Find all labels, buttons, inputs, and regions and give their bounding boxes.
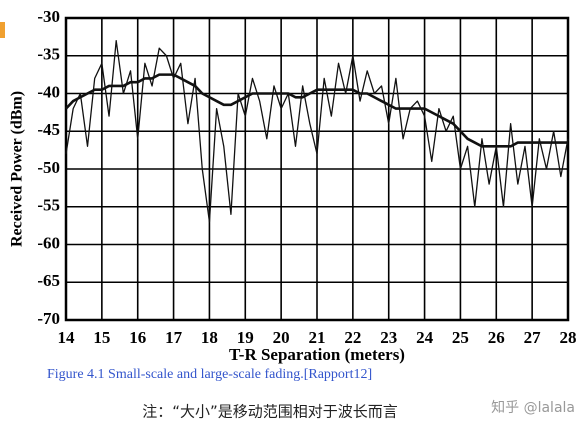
x-tick-label: 22 [344, 328, 361, 347]
x-tick-label: 25 [452, 328, 469, 347]
y-tick-label: -30 [37, 7, 60, 26]
x-tick-label: 16 [129, 328, 146, 347]
caption: Figure 4.1 Small-scale and large-scale f… [47, 367, 372, 382]
y-tick-label: -55 [37, 196, 60, 215]
x-tick-label: 18 [201, 328, 218, 347]
x-tick-label: 21 [309, 328, 326, 347]
y-tick-label: -40 [37, 82, 60, 101]
x-tick-label: 19 [237, 328, 254, 347]
x-tick-label: 26 [488, 328, 505, 347]
y-tick-label: -35 [37, 45, 60, 64]
x-axis-label: T-R Separation (meters) [229, 345, 405, 364]
data-line [65, 73, 568, 148]
y-axis-label: Received Power (dBm) [9, 91, 26, 247]
x-tick-label: 28 [560, 328, 577, 347]
x-tick-label: 20 [273, 328, 290, 347]
decoration [0, 22, 5, 38]
watermark: 知乎 @lalala [491, 399, 575, 416]
x-tick-label: 24 [416, 328, 434, 347]
y-tick-label: -50 [37, 158, 60, 177]
y-tick-label: -60 [37, 233, 60, 252]
note: 注：“大小”是移动范围相对于波长而言 [142, 403, 398, 421]
x-tick-label: 15 [93, 328, 110, 347]
x-tick-label: 23 [380, 328, 397, 347]
y-tick-label: -45 [37, 120, 60, 139]
y-tick-label: -70 [37, 309, 60, 328]
x-tick-label: 27 [524, 328, 542, 347]
y-tick-label: -65 [37, 271, 60, 290]
plot-frame [64, 16, 570, 322]
x-tick-label: 14 [58, 328, 76, 347]
x-tick-label: 17 [165, 328, 183, 347]
